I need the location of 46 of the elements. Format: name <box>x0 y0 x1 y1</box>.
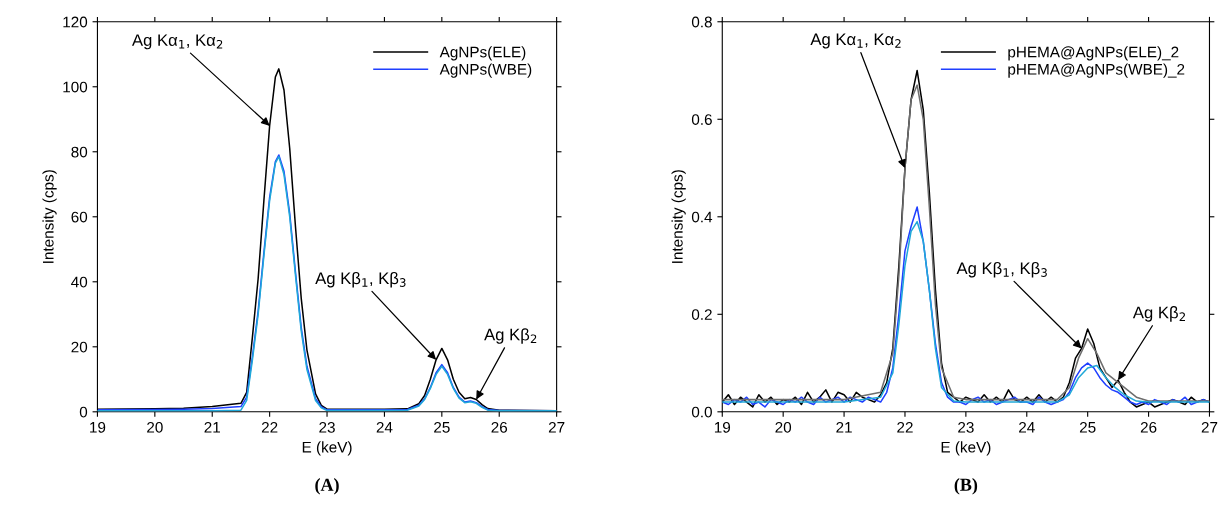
y-tick-label: 0.2 <box>691 309 712 320</box>
x-tick-label: 26 <box>1140 421 1157 433</box>
x-axis-title: E (keV) <box>941 441 991 456</box>
x-tick-label: 23 <box>958 421 974 433</box>
x-tick-label: 26 <box>491 421 508 433</box>
legend-label: pHEMA@AgNPs(WBE)_2 <box>1008 63 1185 78</box>
legend-label: AgNPs(ELE) <box>439 46 526 61</box>
annotation: Ag Kβ$_{1}$, Kβ$_{3}$ <box>315 271 406 288</box>
annotation: Ag Kβ$_{1}$, Kβ$_{3}$ <box>956 261 1047 278</box>
y-axis-title: Intensity (cps) <box>42 170 57 263</box>
y-tick-label: 0.8 <box>691 16 712 28</box>
x-tick-label: 25 <box>434 421 450 433</box>
text: (A) <box>315 478 339 495</box>
x-tick-label: 20 <box>775 421 792 433</box>
x-tick-label: 24 <box>1019 421 1035 433</box>
y-tick-label: 0 <box>79 406 88 418</box>
x-tick-label: 20 <box>147 421 163 433</box>
text: (B) <box>954 478 978 495</box>
x-tick-label: 22 <box>261 421 278 433</box>
y-axis-title: Intensity (cps) <box>671 170 686 263</box>
y-tick-label: 120 <box>63 16 88 28</box>
x-tick-label: 21 <box>204 421 220 433</box>
y-tick-label: 40 <box>71 276 88 288</box>
x-tick-label: 27 <box>548 421 565 433</box>
annotation: Ag Kβ$_{2}$ <box>484 328 537 344</box>
y-tick-label: 60 <box>71 211 88 223</box>
x-tick-label: 19 <box>714 421 731 433</box>
y-tick-label: 0.6 <box>691 114 712 125</box>
annotation: Ag Kα$_{1}$, Kα$_{2}$ <box>132 34 223 50</box>
y-tick-label: 0.4 <box>691 211 713 223</box>
legend-label: pHEMA@AgNPs(ELE)_2 <box>1008 46 1179 61</box>
annotation: Ag Kβ$_{2}$ <box>1132 306 1186 322</box>
y-tick-label: 20 <box>71 341 88 353</box>
x-tick-label: 22 <box>897 421 913 433</box>
x-axis-title: E (keV) <box>302 441 352 456</box>
x-tick-label: 25 <box>1079 421 1096 433</box>
x-tick-label: 21 <box>836 421 852 433</box>
y-tick-label: 80 <box>71 146 88 158</box>
y-tick-label: 0.0 <box>691 406 712 418</box>
x-tick-label: 19 <box>90 421 106 433</box>
legend-label: AgNPs(WBE) <box>439 63 532 78</box>
x-tick-label: 24 <box>376 421 393 433</box>
annotation: Ag Kα$_{1}$, Kα$_{2}$ <box>810 33 901 49</box>
x-tick-label: 23 <box>319 421 335 433</box>
y-tick-label: 100 <box>63 81 88 93</box>
x-tick-label: 27 <box>1201 421 1218 433</box>
